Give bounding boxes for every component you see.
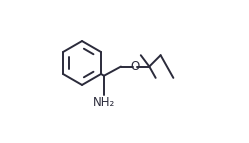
Text: NH₂: NH₂ bbox=[93, 96, 115, 109]
Text: O: O bbox=[130, 60, 140, 73]
